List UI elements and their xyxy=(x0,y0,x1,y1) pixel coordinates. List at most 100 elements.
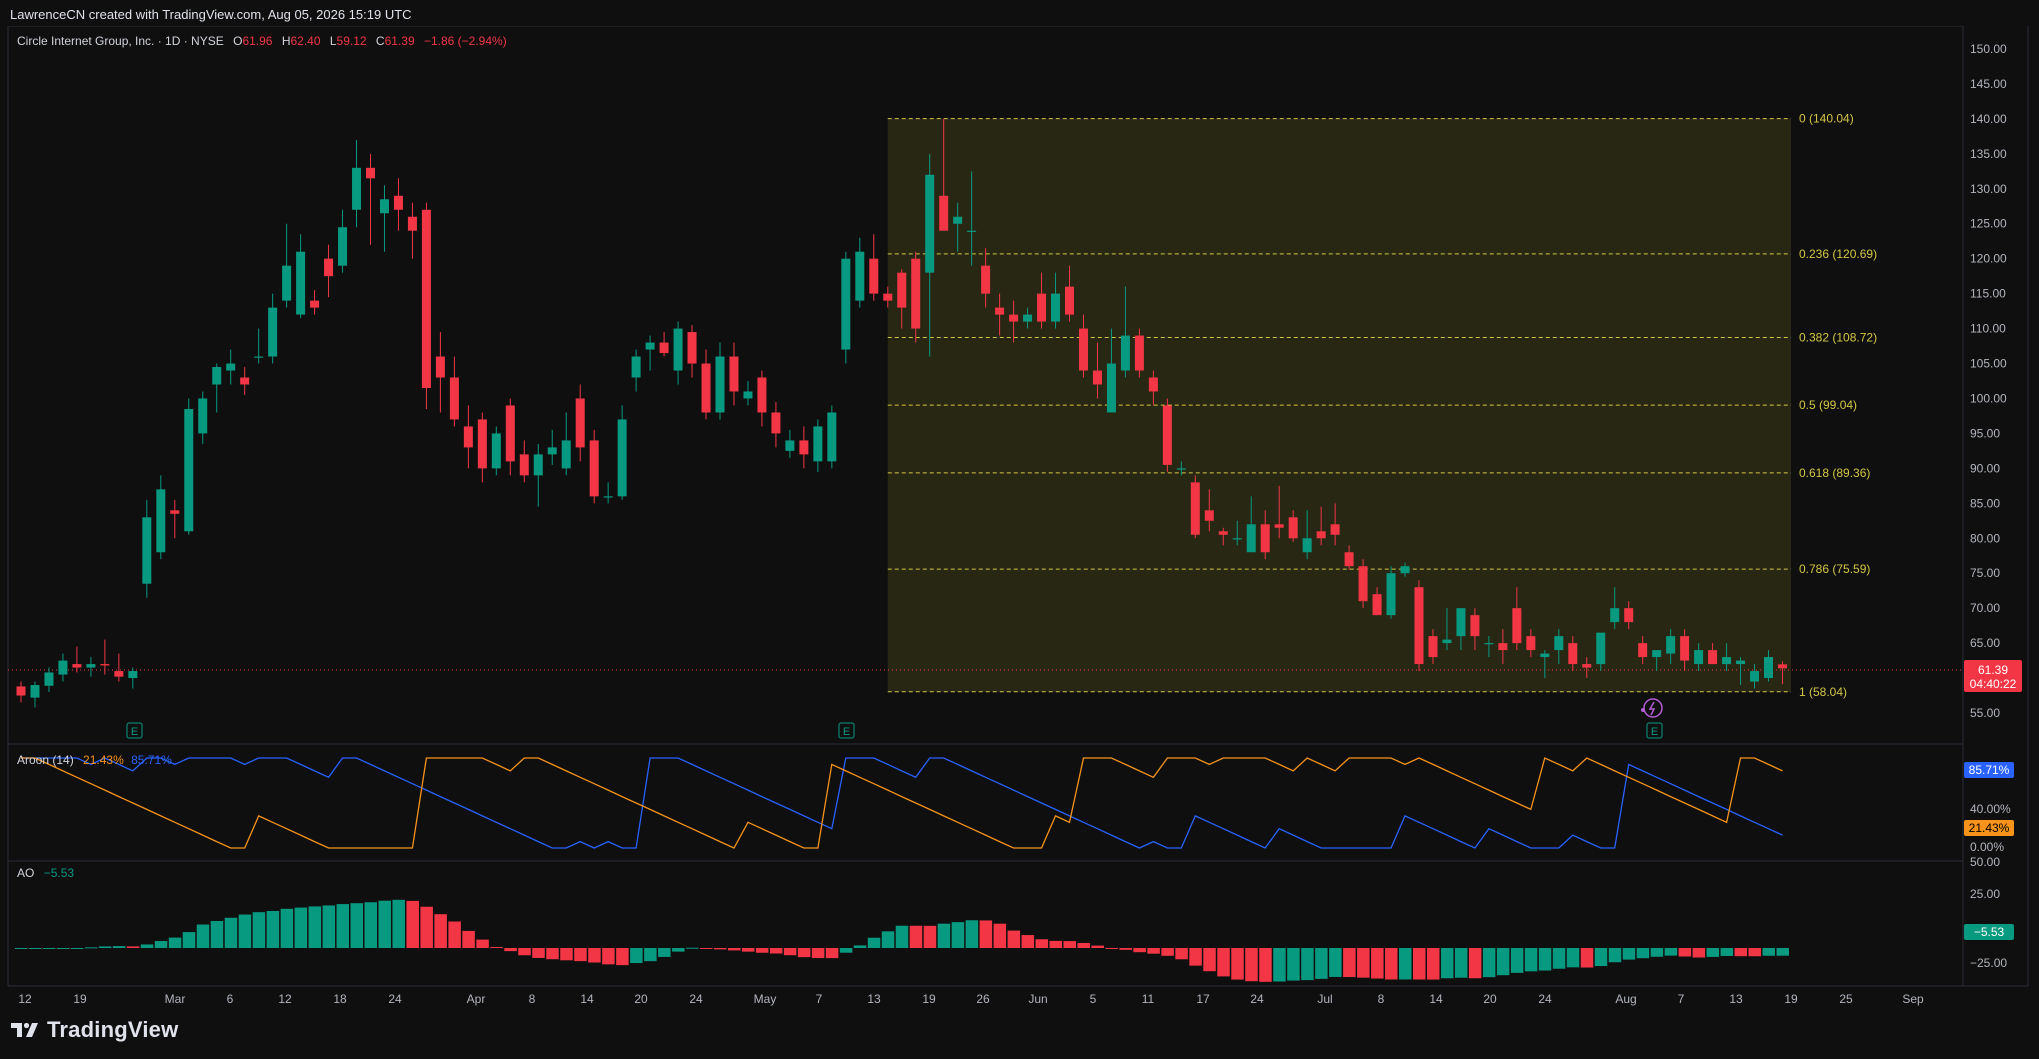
candle[interactable] xyxy=(254,328,264,364)
candle[interactable] xyxy=(1414,580,1424,672)
candle[interactable] xyxy=(1680,629,1690,672)
candle[interactable] xyxy=(1204,489,1214,532)
candle[interactable] xyxy=(561,412,571,476)
candle[interactable] xyxy=(128,667,138,689)
candle[interactable] xyxy=(1624,601,1634,630)
candle[interactable] xyxy=(393,178,403,231)
tradingview-logo[interactable]: TradingView xyxy=(11,1017,178,1043)
candle[interactable] xyxy=(86,657,96,677)
earnings-marker[interactable]: E xyxy=(126,722,143,739)
candle[interactable] xyxy=(771,401,781,448)
candle[interactable] xyxy=(533,443,543,507)
candle[interactable] xyxy=(296,234,306,319)
candle[interactable] xyxy=(547,429,557,465)
candle[interactable] xyxy=(687,325,697,378)
candle[interactable] xyxy=(967,171,977,266)
candle[interactable] xyxy=(421,202,431,409)
candle[interactable] xyxy=(1652,650,1662,672)
candle[interactable] xyxy=(1666,629,1676,665)
candle[interactable] xyxy=(1498,629,1508,665)
candle[interactable] xyxy=(1386,566,1396,619)
candle[interactable] xyxy=(1428,629,1438,665)
candle[interactable] xyxy=(310,290,320,315)
candle[interactable] xyxy=(1162,398,1172,472)
candle[interactable] xyxy=(1358,559,1368,609)
candle[interactable] xyxy=(1512,587,1522,651)
candle[interactable] xyxy=(589,429,599,504)
candle[interactable] xyxy=(463,405,473,469)
candle[interactable] xyxy=(1037,272,1047,329)
candle[interactable] xyxy=(855,237,865,308)
candle[interactable] xyxy=(1694,643,1704,672)
candle[interactable] xyxy=(1470,608,1480,651)
candle[interactable] xyxy=(1736,657,1746,686)
candle[interactable] xyxy=(212,363,222,413)
candle[interactable] xyxy=(827,405,837,469)
candle[interactable] xyxy=(491,426,501,476)
candle[interactable] xyxy=(1582,657,1592,679)
candle[interactable] xyxy=(883,286,893,308)
candle[interactable] xyxy=(1176,461,1186,476)
candle[interactable] xyxy=(16,681,26,703)
candle[interactable] xyxy=(1596,632,1606,672)
candle[interactable] xyxy=(1750,664,1760,689)
candle[interactable] xyxy=(1051,272,1061,329)
ao-pane[interactable]: AO −5.53 50.00 25.00 −5.53 −25.00 xyxy=(15,855,2014,982)
candle[interactable] xyxy=(1218,527,1228,546)
candle[interactable] xyxy=(114,653,124,682)
candle[interactable] xyxy=(897,269,907,329)
candle[interactable] xyxy=(715,342,725,420)
candle[interactable] xyxy=(324,244,334,298)
candle[interactable] xyxy=(1372,587,1382,616)
candle[interactable] xyxy=(30,681,40,708)
candle[interactable] xyxy=(72,646,82,673)
candle[interactable] xyxy=(981,248,991,308)
price-axis[interactable]: 150.00 145.00 140.00 135.00 130.00 125.00 120.… xyxy=(1970,42,2007,720)
candle[interactable] xyxy=(58,653,68,682)
candle[interactable] xyxy=(1484,636,1494,658)
candle[interactable] xyxy=(435,332,445,413)
candle[interactable] xyxy=(841,251,851,364)
tradingview-chart[interactable]: 0 (140.04) 0.236 (120.69) 0.382 (108.72) 0.… xyxy=(0,26,2039,1014)
candle[interactable] xyxy=(1554,629,1564,665)
aroon-legend[interactable]: Aroon (14) 21.43% 85.71% xyxy=(17,753,172,767)
candle[interactable] xyxy=(799,426,809,469)
candle[interactable] xyxy=(1610,587,1620,630)
aroon-pane[interactable]: Aroon (14) 21.43% 85.71% 85.71% 40.00% 2… xyxy=(17,753,2014,854)
candle[interactable] xyxy=(1302,510,1312,560)
candle[interactable] xyxy=(1246,496,1256,553)
candle[interactable] xyxy=(575,384,585,462)
candle[interactable] xyxy=(268,293,278,364)
candlestick-series[interactable] xyxy=(16,118,1787,708)
candle[interactable] xyxy=(673,321,683,385)
candle[interactable] xyxy=(1190,475,1200,539)
candle[interactable] xyxy=(1260,510,1270,560)
ao-legend[interactable]: AO −5.53 xyxy=(17,866,74,880)
candle[interactable] xyxy=(757,370,767,427)
fibonacci-retracement[interactable]: 0 (140.04) 0.236 (120.69) 0.382 (108.72) 0.… xyxy=(887,112,1877,699)
candle[interactable] xyxy=(645,335,655,371)
candle[interactable] xyxy=(701,349,711,420)
candle[interactable] xyxy=(1092,342,1102,399)
candle[interactable] xyxy=(407,202,417,259)
candle[interactable] xyxy=(813,419,823,472)
candle[interactable] xyxy=(785,429,795,458)
time-axis[interactable]: 12 19 Mar 6 12 18 24 Apr 8 14 20 24 May 7 13 19 26 Jun 5 11… xyxy=(18,992,1924,1006)
candle[interactable] xyxy=(184,398,194,535)
candle[interactable] xyxy=(925,153,935,357)
candle[interactable] xyxy=(282,223,292,308)
candle[interactable] xyxy=(240,367,250,395)
candle[interactable] xyxy=(953,202,963,252)
candle[interactable] xyxy=(729,342,739,406)
candle[interactable] xyxy=(869,234,879,301)
candle[interactable] xyxy=(1134,328,1144,378)
candle[interactable] xyxy=(170,499,180,539)
candle[interactable] xyxy=(226,349,236,385)
candle[interactable] xyxy=(198,391,208,444)
candle[interactable] xyxy=(603,482,613,504)
candle[interactable] xyxy=(743,381,753,406)
candle[interactable] xyxy=(1078,314,1088,378)
candle[interactable] xyxy=(379,185,389,252)
candle[interactable] xyxy=(617,405,627,500)
candle[interactable] xyxy=(1065,265,1074,322)
